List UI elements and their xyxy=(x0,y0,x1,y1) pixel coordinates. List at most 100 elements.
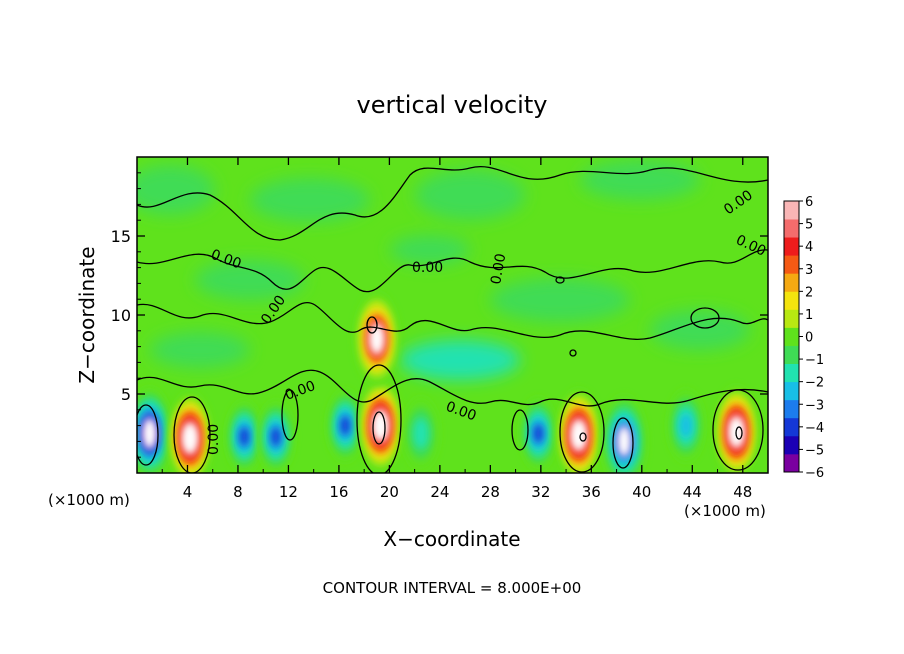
colorbar-swatch xyxy=(784,345,799,364)
colorbar-tick-label: −4 xyxy=(805,421,824,436)
contour-loop xyxy=(366,316,378,334)
contour-loop xyxy=(555,276,565,284)
colorbar-tick-label: −1 xyxy=(805,353,824,368)
y-axis: 5 10 15 xyxy=(111,172,768,458)
x-tick-label: 36 xyxy=(582,483,601,501)
colorbar-tick-label: 1 xyxy=(805,308,813,323)
x-tick-label: 20 xyxy=(380,483,399,501)
velocity-contour-fill xyxy=(413,418,429,449)
contour-loop xyxy=(712,389,764,471)
velocity-cell xyxy=(327,389,364,462)
velocity-cell xyxy=(257,400,294,473)
velocity-cell xyxy=(556,389,601,473)
colorbar-swatch xyxy=(784,255,799,274)
colorbar-tick-label: 3 xyxy=(805,263,813,278)
velocity-contour-fill xyxy=(340,415,351,436)
plot-area xyxy=(137,157,768,473)
contour-loop xyxy=(137,404,159,466)
colorbar-swatch xyxy=(784,399,799,419)
velocity-features xyxy=(137,292,759,473)
x-tick-label: 48 xyxy=(733,483,752,501)
velocity-peak xyxy=(616,425,632,458)
colorbar-swatch xyxy=(784,219,799,238)
contour-loop xyxy=(559,391,605,473)
velocity-peak xyxy=(182,422,198,455)
colorbar-tick-label: 2 xyxy=(805,285,813,300)
velocity-cell xyxy=(667,389,704,462)
contour-loop xyxy=(612,417,634,469)
contour-lines xyxy=(137,166,768,473)
background-texture xyxy=(137,160,750,380)
x-unit-right: (×1000 m) xyxy=(684,502,766,520)
colorbar-swatch xyxy=(784,201,799,220)
colorbar-swatch xyxy=(784,417,799,437)
contour-loop xyxy=(569,349,577,357)
velocity-peak xyxy=(141,417,158,450)
contour-loop xyxy=(579,432,587,442)
contour-loop xyxy=(735,426,743,440)
colorbar-tick-label: 6 xyxy=(805,195,813,210)
contour-loop xyxy=(690,307,720,329)
y-tick-label: 5 xyxy=(121,385,131,404)
contour-line xyxy=(137,369,768,407)
colorbar-tick-label: −2 xyxy=(805,376,824,391)
x-tick-label: 24 xyxy=(430,483,449,501)
colorbar-tick-label: 0 xyxy=(805,331,813,346)
colorbar-swatch xyxy=(784,363,799,383)
velocity-cell xyxy=(402,397,439,470)
x-tick-label: 12 xyxy=(279,483,298,501)
x-tick-label: 32 xyxy=(531,483,550,501)
x-unit-left: (×1000 m) xyxy=(48,491,130,509)
contour-label: 0.00 xyxy=(488,252,509,285)
x-tick-label: 40 xyxy=(632,483,651,501)
contour-line xyxy=(137,249,768,293)
colorbar-swatch xyxy=(784,291,799,310)
contour-interval-footer: CONTOUR INTERVAL = 8.000E+00 xyxy=(323,579,582,597)
colorbar-swatch xyxy=(784,435,799,455)
velocity-cell xyxy=(226,400,263,473)
x-tick-label: 28 xyxy=(481,483,500,501)
x-axis-label: X−coordinate xyxy=(383,527,520,551)
x-tick-label: 8 xyxy=(233,483,243,501)
colorbar-swatch xyxy=(784,327,799,346)
contour-loop xyxy=(372,411,386,445)
contour-label: 0.00 xyxy=(412,260,443,276)
velocity-peak xyxy=(571,418,587,452)
chart-title: vertical velocity xyxy=(357,91,548,119)
colorbar-swatch xyxy=(784,237,799,256)
contour-label: 0.00 xyxy=(206,424,222,455)
velocity-cell xyxy=(358,379,403,472)
colorbar-tick-label: −3 xyxy=(805,398,824,413)
colorbar-swatch xyxy=(784,309,799,328)
velocity-contour-fill xyxy=(533,423,544,444)
x-tick-label: 4 xyxy=(183,483,193,501)
contour-loop xyxy=(173,396,211,473)
colorbar-swatch xyxy=(784,381,799,401)
velocity-cell xyxy=(137,387,172,473)
y-tick-label: 15 xyxy=(111,227,131,246)
colorbar-tick-label: −6 xyxy=(805,466,824,481)
velocity-peak xyxy=(369,322,385,355)
contour-line xyxy=(137,166,768,241)
x-axis: 4 8 12 16 20 24 28 32 36 40 44 48 xyxy=(161,157,752,501)
y-tick-label: 10 xyxy=(111,306,131,325)
velocity-cell xyxy=(520,397,557,470)
contour-loop xyxy=(356,364,402,473)
contour-line xyxy=(137,302,768,340)
colorbar-tick-label: −5 xyxy=(805,443,824,458)
y-axis-label: Z−coordinate xyxy=(75,246,99,383)
contour-loop xyxy=(281,389,299,441)
x-tick-label: 44 xyxy=(683,483,702,501)
velocity-cell xyxy=(354,292,399,385)
velocity-cell xyxy=(168,392,212,473)
x-tick-label: 16 xyxy=(329,483,348,501)
colorbar-tick-label: 4 xyxy=(805,240,813,255)
colorbar-swatch xyxy=(784,453,799,473)
contour-loop xyxy=(511,409,529,451)
colorbar-tick-label: 5 xyxy=(805,218,813,233)
velocity-contour-fill xyxy=(270,426,281,447)
colorbar: 6 5 4 3 2 1 0 −1 −2 −3 −4 −5 −6 xyxy=(783,195,824,481)
velocity-contour-fill xyxy=(679,413,692,438)
velocity-contour-fill xyxy=(239,426,250,447)
